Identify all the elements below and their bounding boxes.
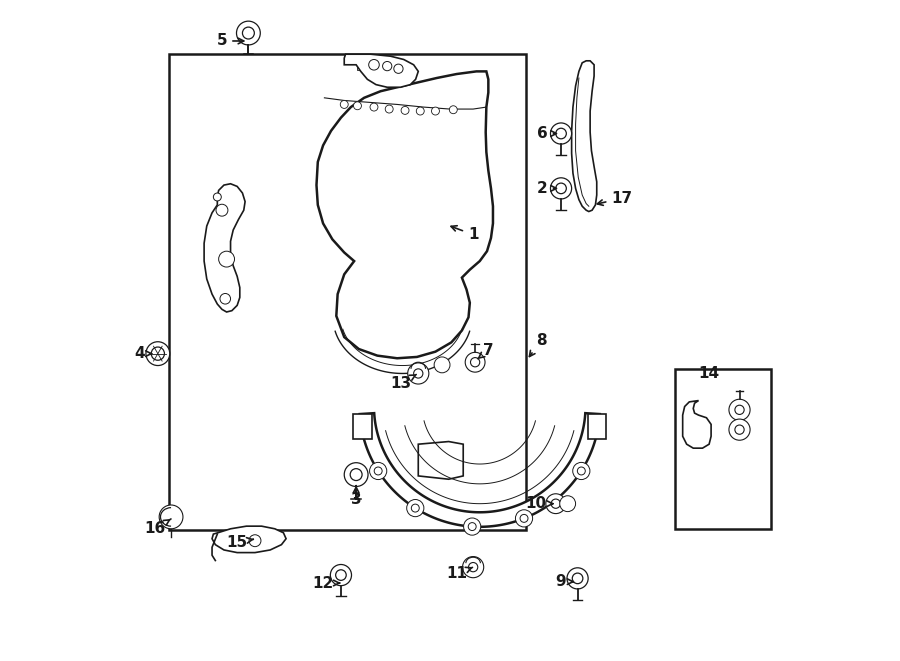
Circle shape: [369, 59, 379, 70]
Polygon shape: [344, 54, 418, 87]
Circle shape: [354, 102, 362, 110]
Circle shape: [578, 467, 585, 475]
Circle shape: [567, 568, 588, 589]
Circle shape: [545, 494, 566, 514]
Polygon shape: [588, 414, 607, 439]
Circle shape: [471, 358, 480, 367]
Polygon shape: [353, 414, 372, 439]
Text: 16: 16: [145, 519, 171, 536]
Circle shape: [516, 510, 533, 527]
Polygon shape: [418, 442, 464, 479]
Circle shape: [213, 193, 221, 201]
Circle shape: [382, 61, 392, 71]
Circle shape: [551, 123, 572, 144]
Circle shape: [401, 106, 409, 114]
Circle shape: [411, 504, 419, 512]
Circle shape: [469, 563, 478, 572]
Polygon shape: [317, 71, 493, 358]
Circle shape: [520, 514, 528, 522]
Circle shape: [407, 500, 424, 517]
Bar: [169, 54, 526, 530]
Circle shape: [370, 103, 378, 111]
Circle shape: [344, 463, 368, 486]
Circle shape: [449, 106, 457, 114]
Circle shape: [434, 357, 450, 373]
Circle shape: [464, 518, 481, 535]
Text: 14: 14: [698, 366, 720, 381]
Circle shape: [219, 251, 235, 267]
Text: 15: 15: [227, 535, 254, 549]
Circle shape: [159, 505, 183, 529]
Circle shape: [735, 405, 744, 414]
Circle shape: [249, 535, 261, 547]
Circle shape: [431, 107, 439, 115]
Circle shape: [370, 463, 387, 480]
Circle shape: [330, 564, 352, 586]
Text: 11: 11: [446, 566, 472, 581]
Polygon shape: [204, 184, 245, 312]
Circle shape: [551, 178, 572, 199]
Text: 7: 7: [478, 343, 494, 359]
Circle shape: [729, 419, 750, 440]
Circle shape: [216, 204, 228, 216]
Text: 8: 8: [529, 333, 546, 356]
Circle shape: [572, 573, 583, 584]
Circle shape: [414, 369, 423, 378]
Circle shape: [408, 363, 428, 384]
Circle shape: [237, 21, 260, 45]
Circle shape: [729, 399, 750, 420]
Text: 12: 12: [312, 576, 339, 590]
Circle shape: [146, 342, 170, 366]
Circle shape: [556, 183, 566, 194]
Circle shape: [242, 27, 255, 39]
Circle shape: [151, 347, 165, 360]
Circle shape: [340, 100, 348, 108]
Text: 10: 10: [526, 496, 553, 511]
Text: 13: 13: [390, 375, 417, 391]
Circle shape: [556, 128, 566, 139]
Text: 17: 17: [598, 191, 633, 206]
Text: 9: 9: [555, 574, 573, 589]
Circle shape: [735, 425, 744, 434]
Bar: [357, 61, 364, 70]
Circle shape: [394, 64, 403, 73]
Text: 6: 6: [537, 126, 556, 141]
Text: 4: 4: [134, 346, 151, 361]
Circle shape: [572, 463, 590, 480]
Circle shape: [350, 469, 362, 481]
Circle shape: [220, 293, 230, 304]
Text: 3: 3: [351, 486, 362, 506]
Circle shape: [468, 523, 476, 531]
Circle shape: [551, 499, 561, 508]
Polygon shape: [572, 61, 597, 212]
Circle shape: [385, 105, 393, 113]
Polygon shape: [360, 413, 599, 527]
Bar: [367, 59, 374, 69]
Circle shape: [336, 570, 346, 580]
Circle shape: [465, 352, 485, 372]
Circle shape: [463, 557, 483, 578]
Text: 5: 5: [217, 34, 244, 48]
Circle shape: [417, 107, 424, 115]
Circle shape: [560, 496, 576, 512]
Circle shape: [374, 467, 382, 475]
Polygon shape: [683, 401, 711, 448]
Text: 1: 1: [451, 225, 479, 242]
Bar: [675, 369, 770, 529]
Text: 2: 2: [537, 181, 556, 196]
Polygon shape: [212, 526, 286, 553]
